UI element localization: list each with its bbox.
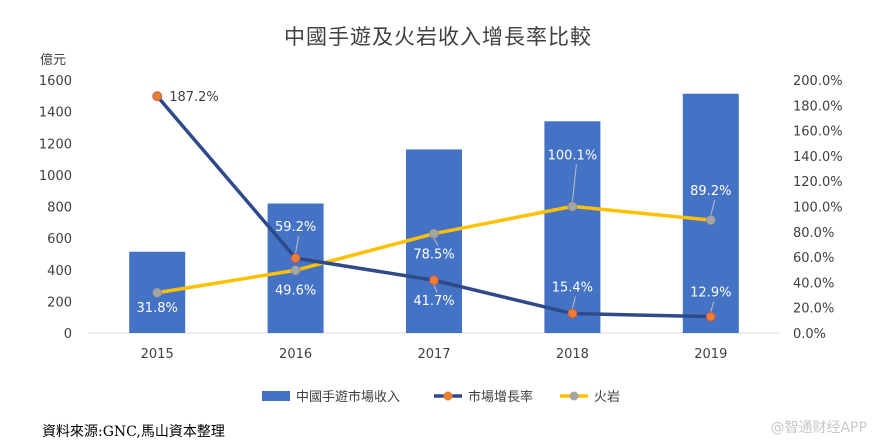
left-axis-tick: 800 <box>47 201 72 216</box>
line-marker <box>152 91 163 102</box>
growth-data-label: 59.2% <box>275 220 316 235</box>
left-axis-tick: 0 <box>64 327 72 342</box>
bar <box>406 149 462 333</box>
line-marker <box>290 253 301 264</box>
leader-line <box>710 301 715 312</box>
huoyan-data-label: 49.6% <box>275 283 316 298</box>
growth-data-label: 187.2% <box>169 90 219 105</box>
growth-data-label: 15.4% <box>552 281 593 296</box>
left-axis-tick: 400 <box>47 264 72 279</box>
huoyan-data-label: 31.8% <box>137 301 178 316</box>
left-axis-tick: 200 <box>47 295 72 310</box>
growth-data-label: 12.9% <box>690 286 731 301</box>
left-axis-tick: 600 <box>47 232 72 247</box>
line-marker <box>290 265 301 276</box>
right-axis-tick: 200.0% <box>793 74 843 89</box>
legend-swatch-marker <box>443 391 453 401</box>
left-axis-tick: 1000 <box>39 169 72 184</box>
left-axis-unit: 億元 <box>40 52 66 68</box>
x-axis-tick: 2015 <box>141 347 174 362</box>
x-axis-tick: 2016 <box>279 347 312 362</box>
x-axis-tick: 2019 <box>694 347 727 362</box>
line-marker <box>705 215 716 226</box>
line-marker <box>429 275 439 286</box>
x-axis-tick: 2017 <box>417 347 450 362</box>
x-axis-tick: 2018 <box>556 347 589 362</box>
chart-title: 中國手遊及火岩收入增長率比較 <box>284 25 592 49</box>
line-marker <box>567 308 578 319</box>
leader-line <box>571 164 577 202</box>
line-marker <box>705 311 716 322</box>
right-axis-tick: 80.0% <box>793 226 834 241</box>
right-axis-tick: 120.0% <box>793 175 843 190</box>
leader-line <box>433 238 439 246</box>
huoyan-data-label: 89.2% <box>690 184 731 199</box>
legend-label: 市場增長率 <box>468 389 533 405</box>
right-axis-tick: 140.0% <box>793 150 843 165</box>
legend-label: 火岩 <box>594 390 620 405</box>
leader-line <box>295 236 300 254</box>
right-axis-tick: 60.0% <box>793 251 834 266</box>
legend-swatch-bar <box>262 391 290 401</box>
line-marker <box>567 201 578 212</box>
huoyan-data-label: 78.5% <box>413 248 454 263</box>
left-axis-tick: 1400 <box>39 106 72 121</box>
plot-area: 0 200 400 600 800 1000 1200 1400 1600 0.0% 20.0% 40… <box>39 74 843 362</box>
left-axis-tick: 1600 <box>39 74 72 89</box>
right-axis-tick: 40.0% <box>793 276 834 291</box>
legend: 中國手遊市場收入 市場增長率 火岩 <box>262 389 620 405</box>
line-marker <box>429 228 439 239</box>
line-marker <box>152 287 163 298</box>
bar <box>544 121 601 333</box>
right-axis-tick: 100.0% <box>793 201 843 216</box>
right-axis-tick: 0.0% <box>793 327 826 342</box>
leader-line <box>710 200 716 216</box>
legend-label: 中國手遊市場收入 <box>296 389 400 405</box>
source-note: 資料來源:GNC,馬山資本整理 <box>42 424 225 440</box>
right-axis-tick: 180.0% <box>793 99 843 114</box>
leader-line <box>433 285 438 293</box>
huoyan-data-label: 100.1% <box>548 148 598 163</box>
watermark: @智通财经APP <box>770 420 867 436</box>
legend-swatch-marker <box>569 391 579 401</box>
right-axis-tick: 20.0% <box>793 302 834 317</box>
right-axis-tick: 160.0% <box>793 125 843 140</box>
growth-data-label: 41.7% <box>413 294 454 309</box>
leader-line <box>571 296 576 309</box>
left-axis-tick: 1200 <box>39 137 72 152</box>
